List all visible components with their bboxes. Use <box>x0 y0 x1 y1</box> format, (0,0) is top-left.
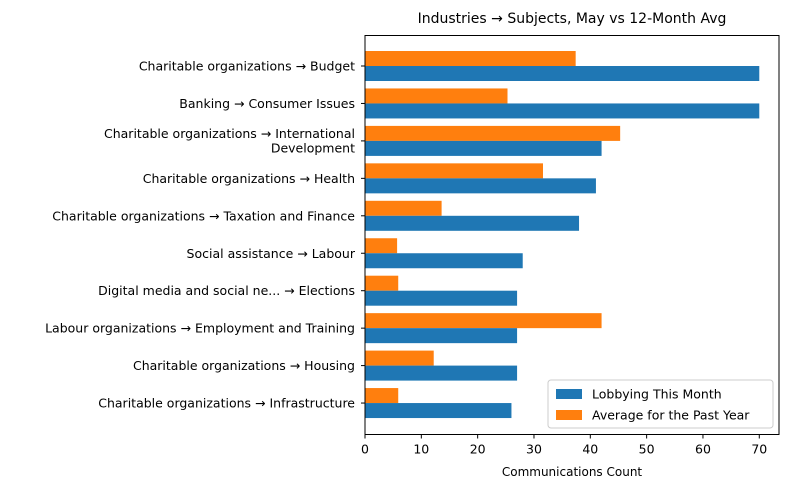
y-tick-label-line: Charitable organizations → Budget <box>139 59 355 74</box>
bar-lobbying-this-month <box>365 328 518 344</box>
bar-average-past-year <box>365 350 434 366</box>
legend-swatch <box>556 410 582 420</box>
bar-average-past-year <box>365 88 508 104</box>
chart-title: Industries → Subjects, May vs 12-Month A… <box>418 11 727 27</box>
x-tick-label: 30 <box>526 442 542 457</box>
y-tick-label: Charitable organizations → International… <box>104 126 355 156</box>
bar-lobbying-this-month <box>365 290 518 306</box>
bars-layer <box>365 51 760 419</box>
y-tick-label-line: Development <box>271 141 355 156</box>
bar-average-past-year <box>365 313 602 329</box>
plot-frame <box>364 35 780 435</box>
bar-average-past-year <box>365 163 543 179</box>
legend-swatch <box>556 389 582 399</box>
bar-average-past-year <box>365 125 621 141</box>
bar-lobbying-this-month <box>365 253 523 269</box>
x-tick-label: 20 <box>470 442 486 457</box>
x-tick-label: 50 <box>639 442 655 457</box>
y-tick-label: Charitable organizations → Housing <box>133 358 355 373</box>
y-tick-label: Labour organizations → Employment and Tr… <box>45 321 355 336</box>
y-tick-label-line: Charitable organizations → International <box>104 126 355 141</box>
bar-average-past-year <box>365 275 399 291</box>
bar-lobbying-this-month <box>365 403 512 419</box>
x-tick-label: 40 <box>582 442 598 457</box>
bar-average-past-year <box>365 238 398 254</box>
bar-lobbying-this-month <box>365 215 580 231</box>
y-tick-label: Charitable organizations → Health <box>143 171 355 186</box>
bar-lobbying-this-month <box>365 66 760 81</box>
y-tick-label-line: Charitable organizations → Health <box>143 171 355 186</box>
x-tick-label: 70 <box>751 442 767 457</box>
x-axis-label: Communications Count <box>502 465 643 479</box>
legend: Lobbying This Month Average for the Past … <box>547 379 774 429</box>
y-tick-label: Banking → Consumer Issues <box>179 96 355 111</box>
x-tick-label: 10 <box>413 442 429 457</box>
y-tick-label-line: Social assistance → Labour <box>187 246 356 261</box>
y-tick-labels: Charitable organizations → Budget Banking… <box>45 59 365 411</box>
y-tick-label: Charitable organizations → Budget <box>139 59 355 74</box>
y-tick-label-line: Labour organizations → Employment and Tr… <box>45 321 355 336</box>
y-tick-label-line: Charitable organizations → Infrastructur… <box>98 396 355 411</box>
y-tick-label-line: Charitable organizations → Housing <box>133 358 355 373</box>
bar-lobbying-this-month <box>365 365 518 381</box>
y-tick-label-line: Digital media and social ne... → Electio… <box>98 283 355 298</box>
bar-average-past-year <box>365 51 576 66</box>
x-tick-label: 60 <box>695 442 711 457</box>
bar-lobbying-this-month <box>365 103 760 119</box>
y-tick-label: Charitable organizations → Taxation and … <box>52 208 355 223</box>
bar-average-past-year <box>365 388 399 404</box>
legend-label: Average for the Past Year <box>592 408 750 423</box>
y-tick-label: Social assistance → Labour <box>187 246 356 261</box>
y-tick-label: Digital media and social ne... → Electio… <box>98 283 355 298</box>
legend-box <box>547 379 774 429</box>
bar-lobbying-this-month <box>365 140 602 156</box>
x-ticks: 0 10 20 30 40 50 60 70 <box>361 434 767 457</box>
legend-label: Lobbying This Month <box>592 387 722 402</box>
y-tick-label-line: Charitable organizations → Taxation and … <box>52 208 355 223</box>
bar-average-past-year <box>365 200 442 216</box>
y-tick-label-line: Banking → Consumer Issues <box>179 96 355 111</box>
x-tick-label: 0 <box>361 442 369 457</box>
bar-lobbying-this-month <box>365 178 596 194</box>
y-tick-label: Charitable organizations → Infrastructur… <box>98 396 355 411</box>
